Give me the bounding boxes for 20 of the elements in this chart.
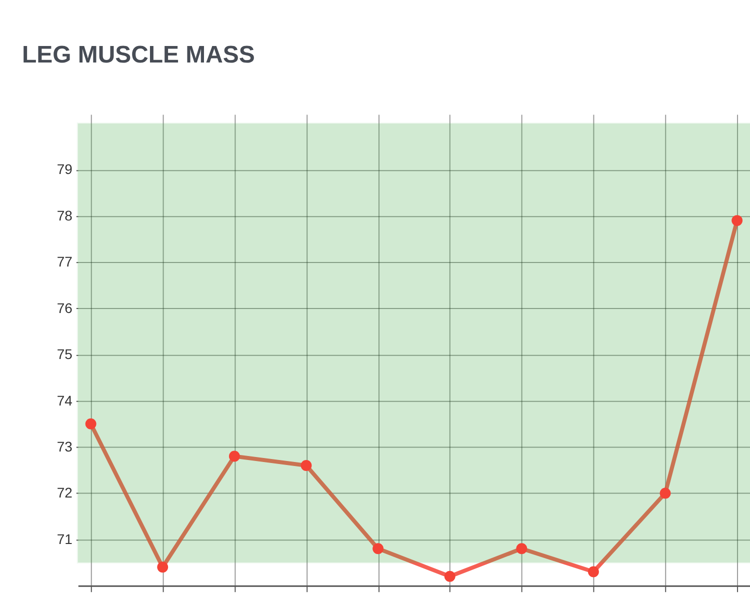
point <box>444 570 456 582</box>
y-tick-label: 76 <box>56 300 73 316</box>
point <box>300 460 312 471</box>
point <box>157 562 168 573</box>
y-tick-label: 77 <box>56 254 73 270</box>
y-tick-label: 78 <box>56 207 73 224</box>
y-tick-label: 73 <box>56 438 73 454</box>
y-tick-label: 79 <box>56 161 73 178</box>
point <box>660 488 671 499</box>
point <box>516 543 528 554</box>
y-tick-label: 75 <box>56 346 73 362</box>
point <box>732 215 743 226</box>
point <box>85 418 96 430</box>
point <box>228 450 240 462</box>
y-tick-label: 74 <box>56 392 73 408</box>
y-tick-label: 72 <box>56 484 73 501</box>
y-tick-label: 71 <box>56 530 73 547</box>
point <box>372 543 384 554</box>
point <box>588 566 599 578</box>
chart-title: LEG MUSCLE MASS <box>22 41 255 68</box>
